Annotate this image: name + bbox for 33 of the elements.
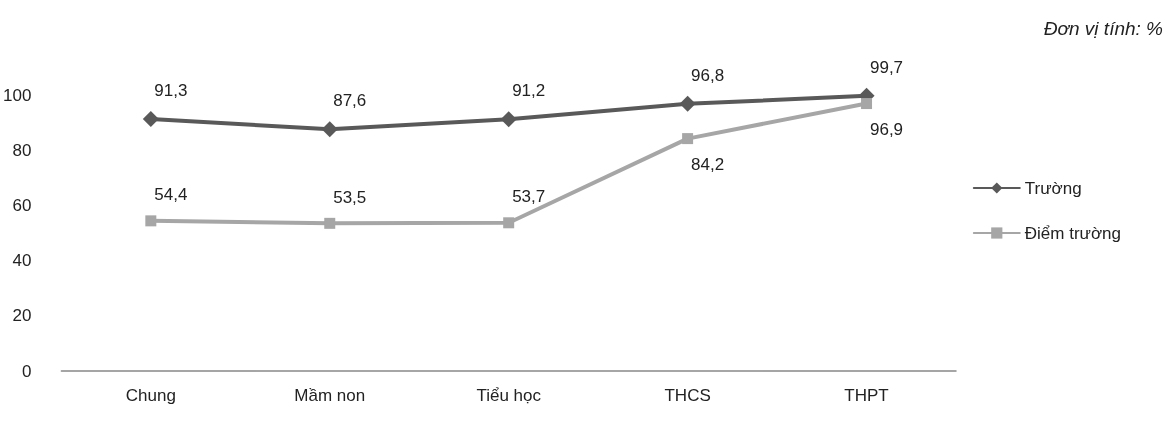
data-label: 91,3 <box>154 81 188 101</box>
point <box>503 217 515 229</box>
y-tick-label: 100 <box>2 85 32 105</box>
point <box>142 111 159 128</box>
point <box>321 121 338 138</box>
legend-label: Trường <box>1024 178 1082 198</box>
y-tick-label: 40 <box>12 251 32 271</box>
point <box>145 215 157 227</box>
data-label: 87,6 <box>333 91 367 111</box>
legend-label: Điểm trường <box>1024 223 1121 243</box>
x-tick-label: Mầm non <box>294 386 366 405</box>
point <box>500 111 517 128</box>
data-label: 53,5 <box>333 187 367 207</box>
data-label: 96,8 <box>691 65 725 85</box>
y-tick-label: 80 <box>12 140 32 160</box>
data-label: 53,7 <box>512 187 546 207</box>
data-label: 84,2 <box>691 155 725 175</box>
point <box>682 133 694 145</box>
data-label: 96,9 <box>869 120 904 140</box>
data-label: 54,4 <box>154 185 188 205</box>
text: Đơn vị tính: % <box>1043 18 1164 39</box>
x-tick-label: Tiểu học <box>476 386 542 405</box>
point <box>324 217 336 229</box>
data-label: 91,2 <box>512 81 546 101</box>
x-tick-label: THPT <box>844 386 889 405</box>
x-tick-label: THCS <box>664 386 711 405</box>
y-tick-label: 60 <box>12 195 32 215</box>
data-label: 99,7 <box>869 57 904 77</box>
y-tick-label: 20 <box>12 306 32 326</box>
point <box>679 95 696 112</box>
point <box>861 98 873 110</box>
y-tick-label: 0 <box>21 361 32 381</box>
x-tick-label: Chung <box>125 386 176 405</box>
